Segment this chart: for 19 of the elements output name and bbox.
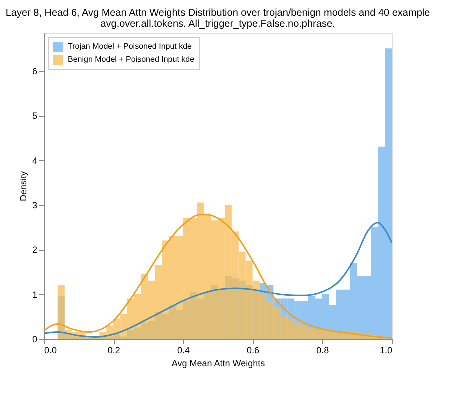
x-tick-label: 0.0	[44, 346, 58, 356]
y-axis-title: Density	[18, 171, 28, 202]
x-tick-label: 0.8	[316, 346, 330, 356]
y-tick-label: 1	[32, 290, 38, 300]
x-axis-title: Avg Mean Attn Weights	[172, 358, 266, 368]
y-tick-label: 3	[32, 200, 38, 210]
legend-label: Trojan Model + Poisoned Input kde	[68, 42, 193, 51]
x-tick-label: 0.6	[247, 346, 260, 356]
x-tick-label: 0.2	[108, 346, 120, 356]
legend-label: Benign Model + Poisoned Input kde	[68, 55, 196, 64]
y-tick-label: 5	[32, 111, 38, 122]
y-tick-label: 4	[32, 156, 38, 166]
chart-title: Layer 8, Head 6, Avg Mean Attn Weights Distribution over trojan/benign models and 40 example	[6, 8, 431, 19]
x-tick-label: 0.4	[177, 346, 190, 356]
y-tick-label: 2	[32, 245, 38, 256]
chart-subtitle: avg.over.all.tokens. All_trigger_type.False.no.phrase.	[100, 19, 336, 30]
y-tick-label: 6	[32, 66, 38, 76]
y-tick-label: 0	[32, 334, 38, 344]
x-tick-label: 1.0	[380, 346, 392, 356]
